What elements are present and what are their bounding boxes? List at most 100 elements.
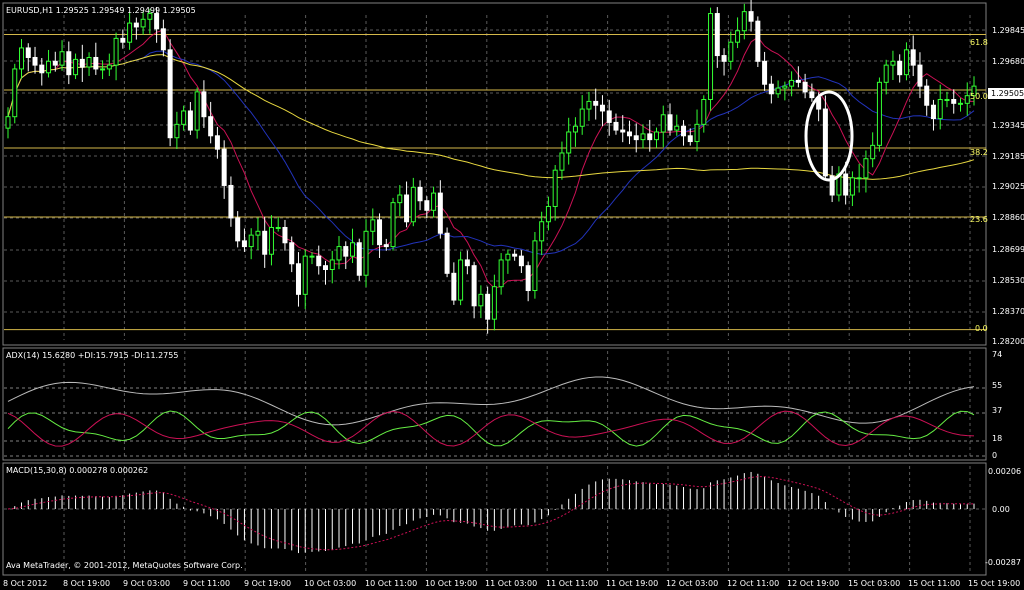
candle-body (566, 131, 572, 154)
candle-body (282, 226, 288, 244)
candle-body (140, 18, 146, 28)
candle-body (910, 49, 916, 66)
candle-body (228, 184, 234, 219)
time-label: 15 Oct 19:00 (968, 579, 1020, 588)
current-price-box (988, 88, 1024, 99)
candle-body (633, 135, 639, 141)
candle-body (525, 265, 531, 292)
adx-level: 37 (992, 406, 1002, 415)
time-label: 9 Oct 11:00 (183, 579, 230, 588)
candle-body (849, 177, 855, 196)
fibonacci-levels (4, 34, 986, 331)
candle-body (708, 13, 714, 101)
candle-body (12, 68, 18, 118)
candle-body (309, 255, 315, 258)
candle-body (52, 60, 58, 66)
fib-label-618: 61.8 (970, 38, 988, 47)
candle-body (863, 158, 869, 179)
candle-body (275, 226, 281, 229)
candle-body (248, 234, 254, 248)
candle-body (748, 11, 754, 22)
candle-body (221, 148, 227, 186)
candle-body (160, 28, 166, 51)
candle-body (782, 85, 788, 89)
candle-body (174, 123, 180, 139)
candle-body (25, 47, 31, 58)
candle-body (390, 202, 396, 248)
candle-body (599, 104, 605, 112)
price-label: 1.29845 (992, 26, 1024, 35)
candle-body (903, 49, 909, 76)
candle-body (383, 244, 389, 248)
candle-body (795, 79, 801, 83)
candle-body (667, 114, 673, 131)
candle-body (19, 47, 25, 70)
candle-body (572, 125, 578, 133)
candle-body (944, 99, 950, 102)
candle-body (843, 173, 849, 196)
candle-body (255, 230, 261, 236)
minus-di-line (7, 410, 975, 447)
candle-body (417, 186, 423, 202)
candle-body (552, 169, 558, 207)
price-label: 1.28370 (992, 307, 1024, 316)
candle-body (890, 60, 896, 66)
candle-body (775, 87, 781, 95)
candle-body (660, 114, 666, 133)
adx-level: 18 (992, 434, 1002, 443)
candle-body (768, 83, 774, 95)
candle-body (464, 259, 470, 267)
candle-body (181, 110, 187, 125)
candle-body (545, 205, 551, 223)
time-label: 11 Oct 03:00 (485, 579, 537, 588)
candle-body (106, 64, 112, 70)
candle-body (478, 293, 484, 307)
candle-body (336, 246, 342, 261)
time-label: 8 Oct 19:00 (63, 579, 110, 588)
candle-body (100, 68, 106, 71)
candle-body (870, 144, 876, 160)
candle-body (505, 253, 511, 261)
candle-body (79, 58, 85, 68)
fib-label-236: 23.6 (970, 215, 988, 224)
candle-body (241, 240, 247, 248)
ma-fast-line (7, 29, 974, 289)
candle-body (431, 192, 437, 211)
candle-body (762, 60, 768, 85)
macd-level: 0.00206 (988, 467, 1021, 476)
candle-body (120, 37, 126, 43)
macd-panel[interactable] (2, 462, 987, 576)
candle-body (32, 56, 38, 66)
candle-body (586, 100, 592, 110)
candle-body (930, 104, 936, 120)
candle-body (937, 99, 943, 120)
candle-body (370, 219, 376, 232)
candle-body (640, 133, 646, 141)
adx-level: 55 (992, 381, 1002, 390)
candle-body (437, 192, 443, 234)
candle-body (316, 255, 322, 267)
candle-body (147, 13, 153, 20)
candle-body (593, 100, 599, 106)
candle-body (377, 219, 383, 246)
time-label: 11 Oct 11:00 (546, 579, 598, 588)
candle-body (397, 194, 403, 204)
candle-body (924, 85, 930, 106)
macd-histogram (7, 471, 975, 554)
candle-body (133, 22, 139, 28)
time-label: 12 Oct 19:00 (787, 579, 839, 588)
candle-body (518, 255, 524, 267)
watermark: Ava MetaTrader, © 2001-2012, MetaQuotes … (6, 561, 243, 570)
candle-body (66, 51, 72, 76)
main-panel[interactable] (2, 2, 987, 346)
candle-body (73, 58, 79, 76)
price-label: 1.29345 (992, 121, 1024, 130)
candle-body (268, 226, 274, 255)
candle-body (302, 255, 308, 295)
candle-body (356, 242, 362, 276)
time-label: 10 Oct 11:00 (365, 579, 417, 588)
adx-panel[interactable] (2, 347, 987, 461)
candle-body (329, 259, 335, 271)
